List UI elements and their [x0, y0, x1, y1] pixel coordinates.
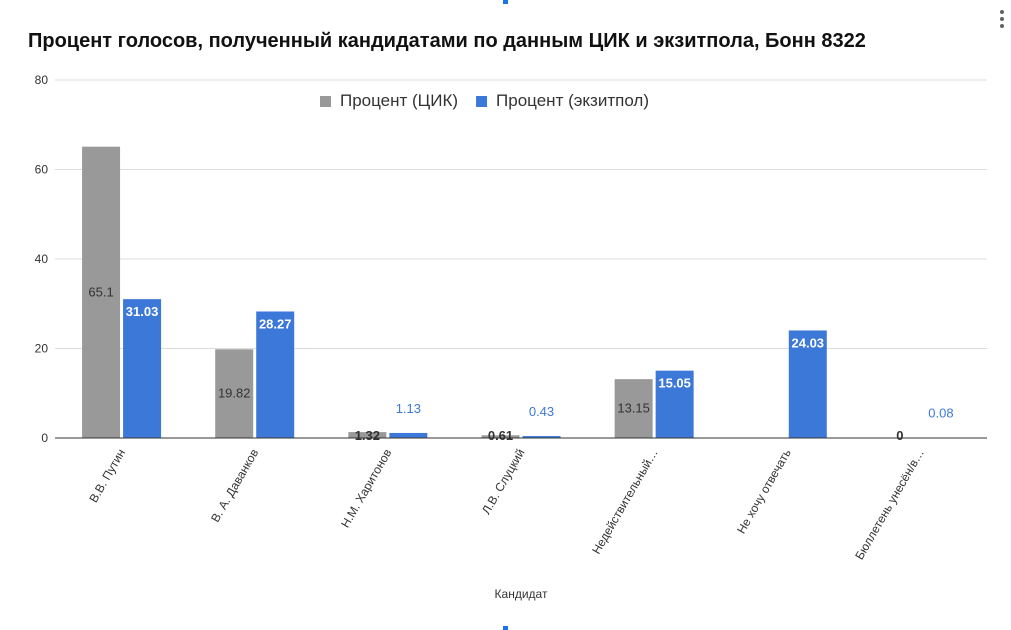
data-label: 19.82 [218, 386, 251, 401]
data-label: 65.1 [88, 284, 113, 299]
data-label: 0.43 [529, 404, 554, 419]
chart-title: Процент голосов, полученный кандидатами … [28, 30, 866, 52]
bar [123, 299, 162, 438]
y-tick-label: 20 [35, 342, 49, 356]
bar [481, 435, 520, 438]
legend-label: Процент (ЦИК) [340, 91, 458, 110]
bar [389, 432, 428, 438]
x-tick-label: Л.В. Слуцкий [479, 447, 528, 517]
data-label: 24.03 [792, 335, 825, 350]
y-tick-label: 0 [41, 431, 48, 445]
y-tick-label: 80 [35, 73, 49, 87]
data-label: 13.15 [617, 401, 650, 416]
x-tick-label: В.В. Путин [86, 447, 128, 506]
x-tick-label: Бюллетень унесён/в… [852, 447, 927, 563]
data-label: 31.03 [126, 304, 159, 319]
legend-label: Процент (экзитпол) [496, 91, 649, 110]
legend-swatch [320, 96, 331, 107]
data-label: 1.32 [355, 428, 380, 443]
data-label: 0.08 [928, 406, 953, 421]
data-label: 15.05 [658, 376, 691, 391]
data-label: 28.27 [259, 316, 292, 331]
bar [522, 436, 561, 438]
data-label: 1.13 [396, 401, 421, 416]
x-axis-title: Кандидат [495, 587, 548, 601]
data-label: 0.61 [488, 428, 513, 443]
bottom-resize-handle[interactable] [503, 626, 508, 630]
x-tick-label: Не хочу отвечать [734, 447, 794, 537]
data-label: 0 [896, 428, 903, 443]
legend-swatch [476, 96, 488, 107]
bar [655, 370, 694, 438]
y-tick-label: 40 [35, 252, 49, 266]
bar [256, 311, 295, 438]
x-tick-label: Н.М. Харитонов [338, 447, 394, 531]
bar [82, 146, 121, 439]
bar [215, 349, 254, 438]
bar [614, 379, 653, 438]
more-options-icon[interactable] [996, 8, 1008, 30]
bar [788, 330, 827, 438]
top-resize-handle[interactable] [503, 0, 508, 4]
x-tick-label: Недействительный… [589, 447, 661, 557]
x-tick-label: В. А. Даванков [208, 447, 261, 525]
y-tick-label: 60 [35, 163, 49, 177]
bar [348, 432, 387, 438]
